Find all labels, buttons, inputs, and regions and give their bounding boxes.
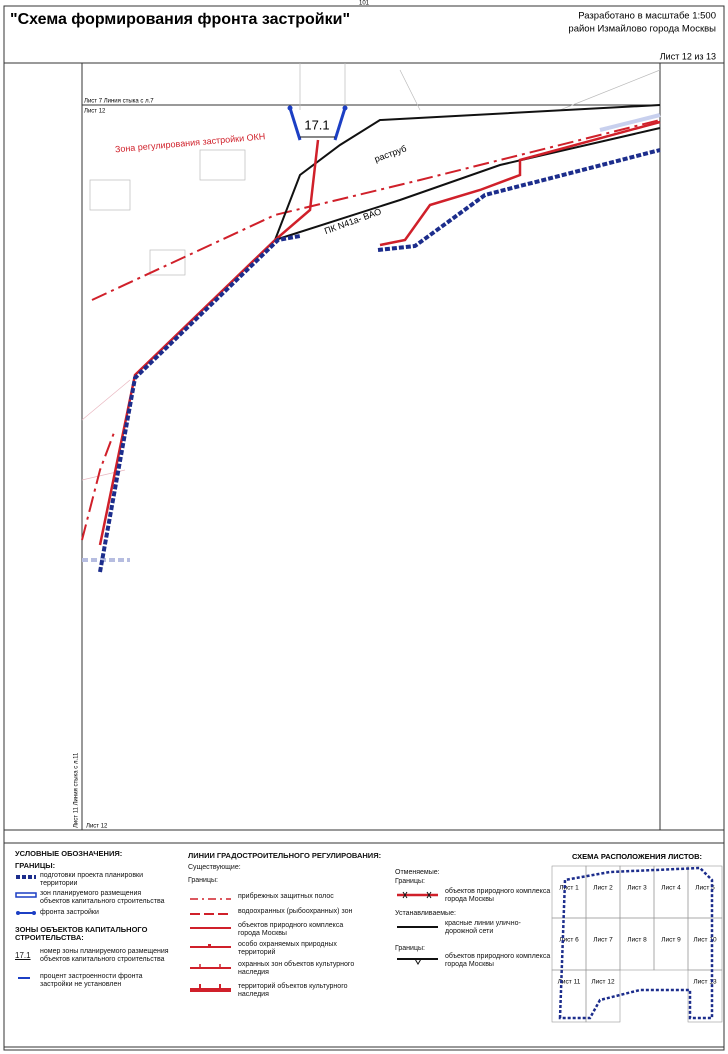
legend-item: подготовки проекта планировки территории — [40, 872, 144, 887]
sheet-label: Лист 10 — [693, 937, 717, 944]
legend-icon — [16, 875, 36, 879]
legend-item: водоохранных (рыбоохранных) зон — [238, 908, 353, 915]
nature-boundary — [379, 120, 661, 247]
legend-icon — [190, 913, 231, 915]
legend-icon — [190, 964, 231, 969]
sheet-cell — [551, 865, 587, 919]
sheet-cell — [619, 917, 655, 971]
legend-frame — [3, 842, 725, 1048]
legend-subheading: Границы: — [395, 878, 425, 885]
red-line — [274, 127, 661, 241]
sheet-label: Лист 2 — [593, 885, 613, 892]
legend-subheading: Границы: — [395, 945, 425, 952]
sheet-boundary — [558, 866, 714, 1020]
map-label: Лист 11 Линия стыка с л.11 — [74, 752, 80, 828]
map-label: Лист 12 — [86, 824, 108, 830]
building-front — [288, 107, 347, 141]
legend-icon — [397, 926, 438, 928]
district: район Измайлово города Москвы — [568, 24, 716, 35]
sheet-label: Лист 3 — [627, 885, 647, 892]
project-boundary — [98, 234, 301, 573]
legend-heading: ЛИНИИ ГРАДОСТРОИТЕЛЬНОГО РЕГУЛИРОВАНИЯ: — [188, 851, 382, 860]
legend-item: фронта застройки — [40, 909, 99, 916]
sheet-number: Лист 12 из 13 — [660, 51, 716, 61]
sheet-cell — [687, 969, 723, 1023]
nature-boundary — [98, 139, 320, 546]
title: "Схема формирования фронта застройки" — [10, 11, 350, 28]
sheet-layout: Лист 1 Лист 2 Лист 3 Лист 4 Лист 5 Лист 6 Лист… — [551, 865, 723, 1023]
sheet-label: Лист 12 — [591, 979, 615, 986]
zone-number: 17.1 — [304, 117, 329, 132]
legend-icon — [397, 958, 438, 965]
legend-item: номер зоны планируемого размещения объек… — [40, 948, 169, 963]
outer-frame — [3, 5, 725, 1051]
sheet-cell — [687, 917, 723, 971]
legend-item: объектов природного комплекса города Мос… — [238, 922, 344, 937]
sheet-label: Лист 11 — [558, 979, 581, 986]
legend-icon — [190, 944, 231, 948]
front-point — [287, 105, 293, 111]
legend-icon — [18, 977, 30, 979]
legend-item: объектов природного комплекса города Мос… — [445, 888, 551, 903]
sheet-label: Лист 8 — [627, 937, 647, 944]
legend-item: особо охраняемых природных территорий — [238, 941, 337, 956]
legend-subheading: Границы: — [188, 877, 218, 884]
water-zone-line — [81, 429, 116, 541]
legend-item: зон планируемого размещения объектов кап… — [40, 890, 165, 905]
front-point — [342, 105, 348, 111]
legend-item: охранных зон объектов культурного наслед… — [238, 961, 355, 976]
legend-item: процент застроенности фронта застройки н… — [40, 973, 143, 988]
project-boundary — [377, 148, 661, 252]
sheet-cell — [585, 969, 621, 1023]
legend-item: красные линии улично-дорожной сети — [445, 920, 521, 935]
sheet-cell — [619, 865, 655, 919]
sheet-cell — [585, 917, 621, 971]
legend-subheading: Существующие: — [188, 864, 241, 871]
legend-heading: ЗОНЫ ОБЪЕКТОВ КАПИТАЛЬНОГО СТРОИТЕЛЬСТВА… — [15, 925, 148, 942]
legend-icon — [16, 911, 36, 915]
zone-sample: 17.1 — [15, 951, 31, 960]
sheet-label: Лист 6 — [559, 937, 579, 944]
water-zone-line — [91, 119, 661, 301]
map-label: раструб — [373, 143, 408, 164]
map-label: Зона регулирования застройки ОКН — [115, 131, 266, 154]
sheet-label: Лист 7 — [593, 937, 613, 944]
sheet-label: Лист 4 — [661, 885, 681, 892]
legend-icon — [397, 891, 438, 899]
sheet-cell — [653, 865, 689, 919]
legend-subheading: Устанавливаемые: — [395, 910, 456, 917]
legend-icon — [190, 898, 231, 900]
legend-icon — [15, 892, 37, 898]
sheet-label: Лист 5 — [695, 885, 715, 892]
red-line — [274, 104, 661, 241]
sheet-label: Лист 13 — [693, 979, 717, 986]
scale: Разработано в масштабе 1:500 — [578, 11, 716, 22]
legend-item: территорий объектов культурного наследия — [238, 983, 348, 998]
legend-subheading: Отменяемые: — [395, 869, 440, 876]
legend-heading: ГРАНИЦЫ: — [15, 861, 56, 870]
map-label: Лист 7 Линия стыка с л.7 — [84, 99, 154, 105]
background-features — [81, 63, 661, 562]
sheet-cell — [551, 917, 587, 971]
legend-icon — [190, 984, 231, 992]
legend-icon — [190, 927, 231, 929]
legend-item: прибрежных защитных полос — [238, 893, 334, 900]
sheet-label: Лист 9 — [661, 937, 681, 944]
sheet-label: Лист 1 — [559, 885, 579, 892]
sheet-cell — [653, 917, 689, 971]
sheets-title: СХЕМА РАСПОЛОЖЕНИЯ ЛИСТОВ: — [572, 852, 702, 861]
legend-title: УСЛОВНЫЕ ОБОЗНАЧЕНИЯ: — [15, 849, 123, 858]
page-number: 101 — [359, 1, 370, 7]
map-label: Лист 12 — [84, 109, 106, 115]
legend-item: объектов природного комплекса города Мос… — [445, 953, 551, 968]
